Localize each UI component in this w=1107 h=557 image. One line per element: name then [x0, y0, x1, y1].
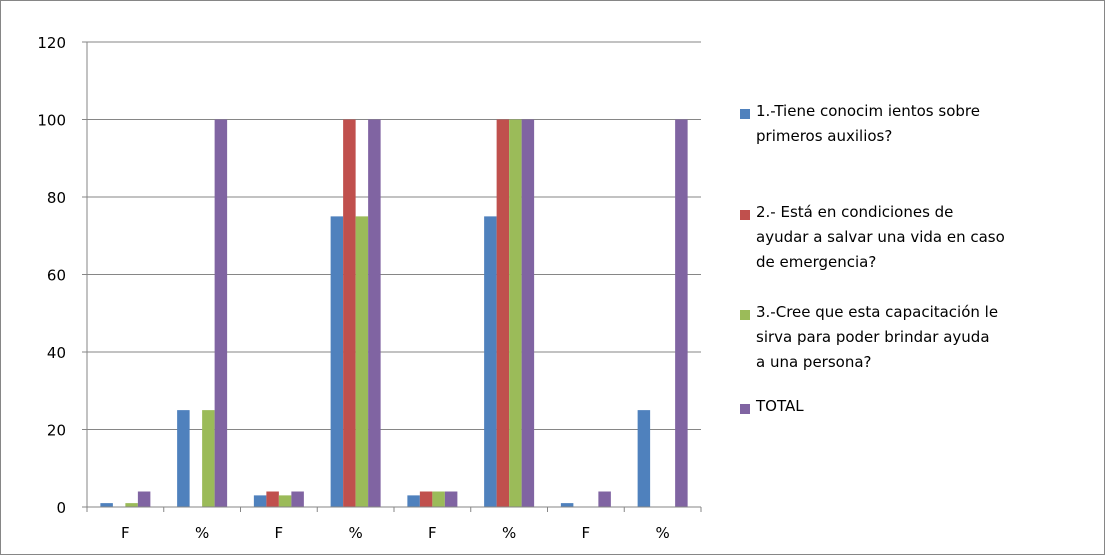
y-tick-label: 0: [56, 499, 66, 517]
x-tick-label: %: [502, 524, 516, 542]
bar-series-1-5: [484, 216, 497, 507]
legend-item-2: 2.- Está en condiciones de ayudar a salva…: [740, 203, 1100, 275]
x-tick-label: %: [195, 524, 209, 542]
bar-series-4-6: [598, 491, 611, 507]
bar-series-4-0: [137, 491, 151, 507]
legend-label: 3.-Cree que esta capacitación le sirva pa…: [756, 300, 998, 375]
x-tick-label: F: [428, 524, 437, 542]
legend-label-line: a una persona?: [756, 353, 872, 371]
legend-swatch: [740, 210, 750, 220]
y-tick-label: 60: [47, 267, 66, 285]
bar-series-3-4: [432, 491, 445, 507]
y-tick-label: 100: [37, 112, 66, 130]
legend-label-line: primeros auxilios?: [756, 127, 893, 145]
legend-label-line: de emergencia?: [756, 253, 877, 271]
y-tick-label: 20: [47, 422, 66, 440]
legend-label-line: 3.-Cree que esta capacitación le: [756, 303, 999, 321]
bar-series-3-2: [278, 495, 292, 507]
bar-series-2-3: [343, 119, 356, 507]
y-tick-label: 120: [37, 34, 66, 52]
bars: [100, 119, 688, 507]
bar-series-4-1: [214, 119, 228, 507]
legend-swatch: [740, 404, 750, 414]
gridlines: [87, 41, 701, 430]
legend-label-line: 1.-Tiene conocim ientos sobre: [756, 102, 980, 120]
bar-series-3-1: [202, 410, 215, 507]
axes: [82, 41, 702, 512]
bar-series-1-4: [407, 495, 420, 507]
legend-label: TOTAL: [756, 394, 804, 419]
x-tick-label: F: [275, 524, 284, 542]
bar-series-1-2: [253, 495, 267, 507]
bar-series-4-7: [675, 119, 688, 507]
bar-series-2-4: [419, 491, 433, 507]
bar-series-1-6: [560, 503, 574, 507]
x-tick-label: %: [655, 524, 669, 542]
bar-series-1-1: [177, 410, 190, 507]
legend-item-4: TOTAL: [740, 397, 1100, 419]
bar-series-4-5: [521, 119, 535, 507]
legend-label-line: TOTAL: [756, 397, 804, 415]
legend-item-1: 1.-Tiene conocim ientos sobre primeros au…: [740, 102, 1100, 149]
legend-label: 1.-Tiene conocim ientos sobre primeros au…: [756, 99, 980, 149]
legend-label-line: sirva para poder brindar ayuda: [756, 328, 990, 346]
bar-series-3-3: [355, 216, 369, 507]
bar-series-1-7: [637, 410, 651, 507]
legend-swatch: [740, 109, 750, 119]
bar-series-4-4: [444, 491, 458, 507]
bar-series-2-2: [266, 491, 279, 507]
bar-series-1-3: [330, 216, 344, 507]
legend-label: 2.- Está en condiciones de ayudar a salva…: [756, 200, 1005, 275]
x-tick-labels: F% F% F% F%: [121, 524, 670, 542]
y-tick-labels: 0 20 40 60 80 100 120: [37, 34, 66, 517]
legend-label-line: ayudar a salvar una vida en caso: [756, 228, 1005, 246]
bar-series-1-0: [100, 503, 113, 507]
y-tick-label: 80: [47, 189, 66, 207]
bar-series-4-3: [368, 119, 381, 507]
bar-series-2-5: [496, 119, 510, 507]
bar-series-3-0: [125, 503, 138, 507]
legend-swatch: [740, 310, 750, 320]
x-tick-label: F: [582, 524, 591, 542]
bar-series-4-2: [291, 491, 304, 507]
bar-series-3-5: [509, 119, 522, 507]
y-tick-label: 40: [47, 344, 66, 362]
x-tick-label: F: [121, 524, 130, 542]
legend-label-line: 2.- Está en condiciones de: [756, 203, 954, 221]
legend-item-3: 3.-Cree que esta capacitación le sirva pa…: [740, 303, 1100, 375]
x-tick-label: %: [348, 524, 362, 542]
